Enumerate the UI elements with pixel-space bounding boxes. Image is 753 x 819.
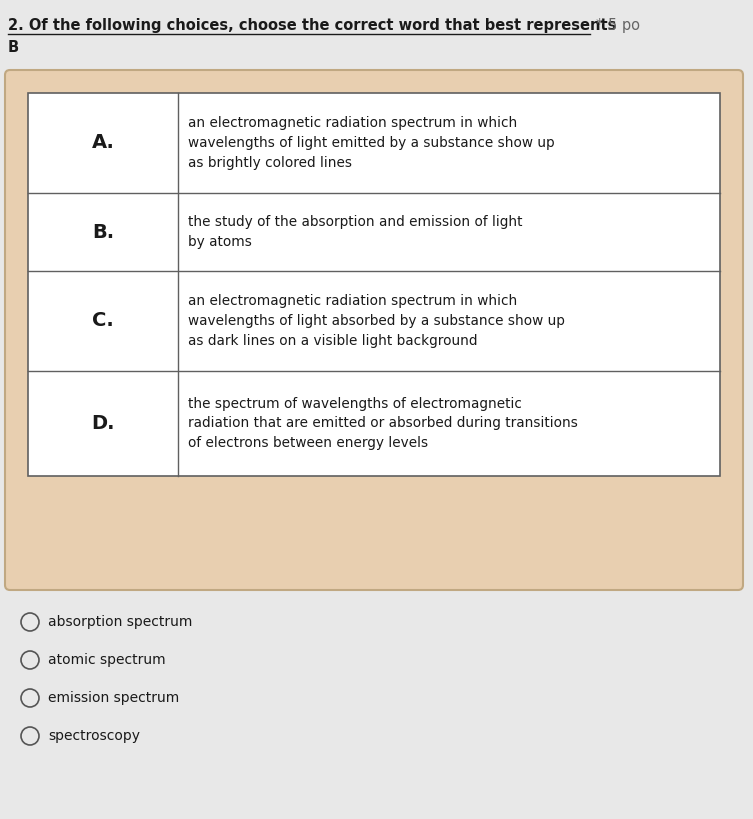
Bar — [28, 93, 720, 476]
Text: D.: D. — [91, 414, 114, 433]
Text: B: B — [8, 40, 19, 55]
Text: the study of the absorption and emission of light
by atoms: the study of the absorption and emission… — [188, 215, 523, 249]
Text: * 5 po: * 5 po — [596, 18, 640, 33]
Text: atomic spectrum: atomic spectrum — [48, 653, 166, 667]
Text: 2. Of the following choices, choose the correct word that best represents: 2. Of the following choices, choose the … — [8, 18, 617, 33]
Text: emission spectrum: emission spectrum — [48, 691, 179, 705]
Text: A.: A. — [92, 133, 114, 152]
Text: an electromagnetic radiation spectrum in which
wavelengths of light absorbed by : an electromagnetic radiation spectrum in… — [188, 295, 565, 347]
FancyBboxPatch shape — [5, 70, 743, 590]
Text: B.: B. — [92, 223, 114, 242]
Text: C.: C. — [92, 311, 114, 331]
Text: spectroscopy: spectroscopy — [48, 729, 140, 743]
Text: absorption spectrum: absorption spectrum — [48, 615, 192, 629]
Text: an electromagnetic radiation spectrum in which
wavelengths of light emitted by a: an electromagnetic radiation spectrum in… — [188, 116, 555, 170]
Text: the spectrum of wavelengths of electromagnetic
radiation that are emitted or abs: the spectrum of wavelengths of electroma… — [188, 397, 578, 450]
